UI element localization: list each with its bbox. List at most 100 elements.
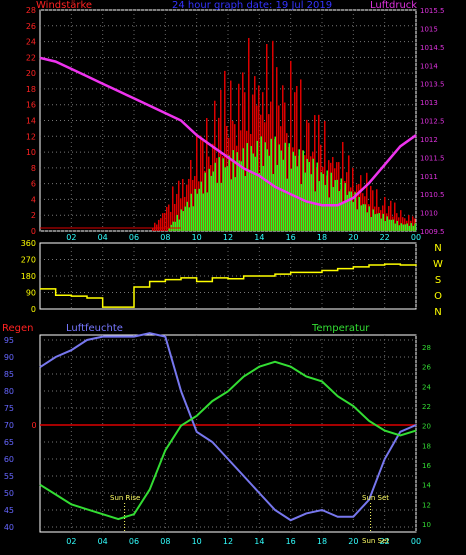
- wind-speed-bar: [256, 140, 258, 231]
- wind-gust-bar: [230, 80, 232, 231]
- wind-speed-bar: [276, 164, 278, 231]
- wind-speed-bar: [212, 171, 214, 231]
- wind-speed-bar: [338, 191, 340, 231]
- temperature-axis-title: Temperatur: [311, 323, 370, 334]
- wind-gust-bar: [158, 219, 160, 231]
- wind-gust-bar: [192, 179, 194, 231]
- wind-speed-bar: [314, 191, 316, 231]
- wind-speed-bar: [382, 213, 384, 231]
- humidity-tick-label: 60: [4, 455, 14, 464]
- pressure-line: [39, 56, 417, 207]
- wind-tick-label: 22: [26, 53, 36, 62]
- wind-gust-bar: [244, 92, 246, 231]
- wind-speed-bar: [394, 223, 396, 231]
- wind-gust-bar: [238, 83, 240, 231]
- wind-speed-bar: [376, 213, 378, 231]
- pressure-tick-label: 1011: [420, 173, 438, 181]
- wind-gust-bar: [408, 215, 410, 231]
- wind-speed-bar: [360, 205, 362, 231]
- wind-speed-bar: [294, 155, 296, 231]
- time-tick-label: 16: [286, 537, 296, 546]
- wind-gust-bar: [152, 228, 154, 231]
- wind-speed-bar: [308, 161, 310, 231]
- rain-tick-label: 0: [31, 421, 36, 430]
- wind-speed-bar: [182, 211, 184, 231]
- wind-speed-bar: [240, 161, 242, 231]
- wind-speed-bar: [218, 157, 220, 231]
- wind-speed-bar: [226, 166, 228, 231]
- wind-speed-bar: [322, 173, 324, 231]
- wind-gust-bar: [356, 184, 358, 231]
- wind-speed-bar: [204, 172, 206, 231]
- wind-speed-bar: [396, 220, 398, 231]
- time-tick-label: 14: [254, 537, 264, 546]
- wind-gust-bar: [342, 141, 344, 231]
- wind-gust-bar: [388, 206, 390, 231]
- wind-speed-bar: [202, 193, 204, 231]
- wind-gust-bar: [272, 40, 274, 231]
- wind-speed-bar: [238, 160, 240, 231]
- wind-speed-bar: [292, 151, 294, 231]
- wind-speed-bar: [286, 178, 288, 231]
- wind-gust-bar: [290, 60, 292, 231]
- wind-speed-bar: [326, 170, 328, 231]
- wind-speed-bar: [392, 219, 394, 231]
- wind-gust-bar: [266, 44, 268, 232]
- wind-speed-bar: [272, 173, 274, 231]
- wind-speed-bar: [178, 219, 180, 231]
- wind-gust-bar: [182, 178, 184, 231]
- wind-gust-bar: [154, 222, 156, 231]
- wind-speed-bar: [342, 201, 344, 231]
- wind-speed-bar: [324, 184, 326, 231]
- wind-tick-label: 14: [26, 117, 36, 126]
- wind-speed-bar: [216, 182, 218, 231]
- wind-speed-bar: [180, 209, 182, 231]
- direction-tick-label: 90: [26, 289, 36, 298]
- wind-tick-label: 20: [26, 69, 36, 78]
- wind-gust-bar: [172, 186, 174, 231]
- time-tick-label: 00: [411, 537, 421, 546]
- wind-speed-bar: [410, 223, 412, 231]
- time-tick-label: 14: [254, 233, 264, 242]
- wind-speed-bar: [306, 158, 308, 231]
- wind-speed-bar: [192, 206, 194, 231]
- time-tick-label: 10: [192, 233, 202, 242]
- wind-speed-bar: [320, 172, 322, 231]
- wind-speed-bar: [358, 197, 360, 231]
- humidity-tick-label: 40: [4, 523, 14, 532]
- wind-speed-bar: [186, 201, 188, 231]
- wind-speed-bar: [380, 218, 382, 231]
- wind-tick-label: 2: [31, 211, 36, 220]
- pressure-tick-label: 1011.5: [420, 154, 445, 162]
- wind-speed-bar: [348, 191, 350, 231]
- wind-speed-bar: [354, 192, 356, 231]
- pressure-tick-label: 1010: [420, 210, 438, 218]
- temperature-tick-label: 22: [422, 403, 431, 411]
- wind-speed-bar: [210, 175, 212, 231]
- wind-speed-bar: [398, 225, 400, 231]
- time-tick-label: 08: [160, 537, 170, 546]
- wind-speed-bar: [172, 221, 174, 231]
- wind-tick-label: 18: [26, 85, 36, 94]
- wind-tick-label: 4: [31, 195, 36, 204]
- pressure-tick-label: 1013.5: [420, 81, 445, 89]
- wind-speed-bar: [290, 168, 292, 231]
- wind-speed-bar: [246, 143, 248, 231]
- wind-tick-label: 8: [31, 164, 36, 173]
- sunset-label: Sun Set: [362, 494, 389, 502]
- wind-gust-bar: [258, 85, 260, 231]
- wind-speed-bar: [318, 181, 320, 231]
- pressure-tick-label: 1013: [420, 99, 438, 107]
- pressure-tick-label: 1015: [420, 25, 438, 33]
- wind-gust-bar: [376, 189, 378, 231]
- wind-speed-bar: [412, 225, 414, 231]
- time-tick-label: 02: [66, 537, 76, 546]
- wind-speed-bar: [248, 171, 250, 231]
- time-tick-label: 02: [66, 233, 76, 242]
- wind-speed-bar: [244, 176, 246, 231]
- humidity-axis-title: Luftfeuchte: [66, 323, 123, 334]
- wind-speed-bar: [312, 158, 314, 231]
- wind-speed-bar: [284, 142, 286, 231]
- temperature-tick-label: 28: [422, 344, 431, 352]
